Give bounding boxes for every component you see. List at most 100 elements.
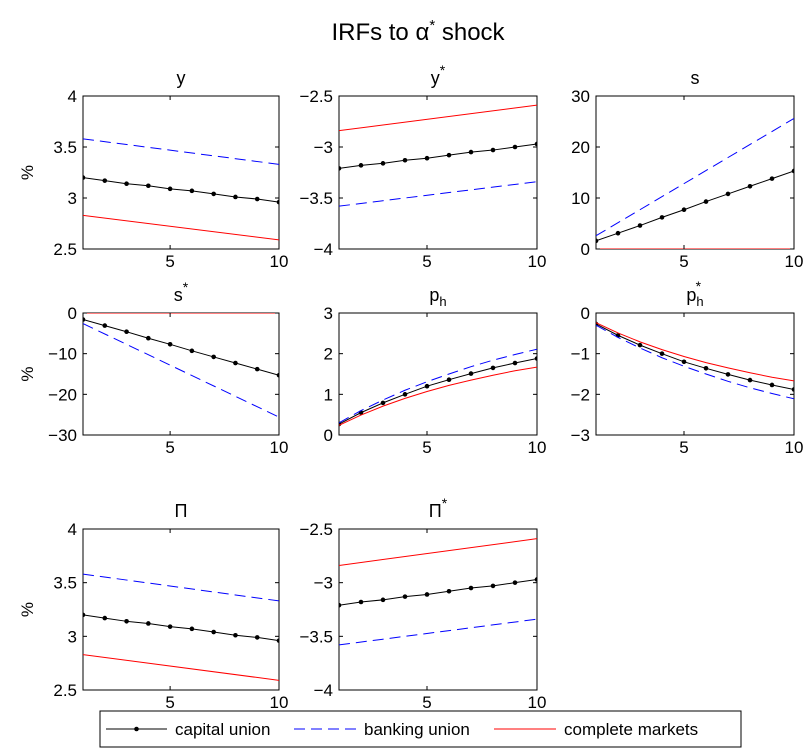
series-point-capital	[534, 141, 537, 147]
series-point-capital	[637, 223, 643, 228]
y-tick-label: 30	[571, 87, 590, 106]
series-point-capital	[276, 199, 279, 205]
series-point-capital	[211, 354, 216, 360]
series-point-capital	[615, 230, 621, 236]
series-point-capital	[211, 629, 216, 635]
x-tick-label: 5	[165, 252, 174, 271]
panel-8: −4 −3.5 −3 −2.5 5 10 Π*	[299, 495, 546, 712]
series-point-capital	[490, 583, 496, 589]
panel-title: Π	[175, 501, 188, 521]
series-point-capital	[703, 199, 709, 204]
series-point-capital	[102, 615, 108, 621]
panel-series-group	[83, 573, 279, 681]
series-line-complete	[339, 366, 537, 426]
legend-entry-complete: complete markets	[494, 720, 698, 739]
panel-6: −3 −2 −1 0 5 10 ph*	[571, 278, 804, 457]
panel-title: s	[691, 68, 700, 88]
x-tick-label: 10	[270, 693, 289, 712]
x-tick-label: 5	[422, 693, 431, 712]
series-point-capital	[167, 186, 173, 192]
series-point-capital	[703, 366, 709, 371]
y-tick-label: 0	[324, 426, 333, 445]
figure-title: IRFs to α* shock	[331, 17, 505, 46]
series-line-capital	[596, 323, 794, 390]
legend-label-capital: capital union	[175, 720, 270, 739]
series-point-capital	[446, 588, 452, 594]
legend: capital union banking union complete marke…	[99, 710, 742, 748]
series-point-capital	[380, 161, 386, 166]
series-point-capital	[233, 632, 238, 638]
series-point-capital	[512, 144, 518, 150]
series-point-capital	[446, 377, 452, 382]
series-point-capital	[189, 188, 195, 194]
y-tick-label: 0	[68, 304, 77, 323]
y-tick-label: −2.5	[299, 87, 333, 106]
series-point-capital	[380, 400, 386, 406]
panel-axes-box	[338, 312, 538, 436]
panel-title: y	[177, 68, 186, 88]
series-point-capital	[380, 597, 386, 603]
series-line-capital	[83, 177, 279, 203]
series-point-capital	[490, 147, 496, 153]
series-point-capital	[791, 168, 794, 174]
series-line-complete	[596, 322, 794, 382]
y-tick-label: −10	[48, 345, 77, 364]
panel-2: −4 −3.5 −3 −2.5 5 10 y*	[299, 62, 546, 271]
series-point-capital	[233, 360, 238, 366]
panel-axes-box	[82, 528, 280, 691]
y-tick-label: 3	[68, 189, 77, 208]
series-line-banking	[339, 348, 537, 424]
series-point-capital	[681, 207, 687, 213]
legend-entry-capital: capital union	[106, 720, 270, 739]
panel-axes-box	[595, 95, 795, 250]
y-tick-label: −3	[571, 426, 590, 445]
panel-series-group	[339, 348, 537, 427]
y-tick-label: 4	[68, 87, 77, 106]
x-tick-label: 10	[270, 438, 289, 457]
series-point-capital	[339, 602, 342, 608]
series-point-capital	[490, 365, 496, 371]
series-point-capital	[254, 196, 260, 202]
series-line-complete	[83, 214, 279, 241]
series-line-capital	[83, 319, 279, 376]
panel-4: −30 −20 −10 0 5 10 s*%	[18, 279, 288, 457]
y-tick-label: 2	[324, 345, 333, 364]
series-point-capital	[339, 166, 342, 171]
series-point-capital	[254, 366, 260, 372]
series-point-capital	[791, 387, 794, 392]
series-point-capital	[446, 152, 452, 158]
series-point-capital	[402, 157, 408, 163]
y-tick-label: −30	[48, 426, 77, 445]
y-tick-label: 10	[571, 189, 590, 208]
y-axis-label: %	[18, 366, 37, 381]
legend-entry-banking: banking union	[294, 720, 470, 739]
y-tick-label: 1	[324, 385, 333, 404]
x-tick-label: 5	[165, 693, 174, 712]
series-line-banking	[596, 118, 794, 237]
series-point-capital	[769, 176, 775, 181]
series-point-capital	[659, 215, 665, 220]
x-tick-label: 5	[422, 438, 431, 457]
x-tick-label: 10	[528, 252, 547, 271]
y-tick-label: −3	[314, 138, 333, 157]
series-point-capital	[596, 238, 599, 244]
legend-label-banking: banking union	[364, 720, 470, 739]
series-point-capital	[124, 181, 129, 187]
x-tick-label: 10	[528, 693, 547, 712]
series-point-capital	[769, 382, 775, 388]
panel-series-group	[83, 138, 279, 241]
x-tick-label: 10	[528, 438, 547, 457]
series-point-capital	[747, 183, 753, 189]
series-line-complete	[83, 654, 279, 681]
series-point-capital	[747, 377, 753, 383]
y-tick-label: 0	[581, 304, 590, 323]
series-line-capital	[339, 143, 537, 169]
x-tick-label: 5	[679, 252, 688, 271]
panel-title: s*	[174, 279, 189, 305]
legend-label-complete: complete markets	[564, 720, 698, 739]
panel-1: 2.5 3 3.5 4 5 10 y%	[18, 68, 288, 271]
panel-title: y*	[431, 62, 446, 88]
panel-axes-box	[595, 312, 795, 436]
